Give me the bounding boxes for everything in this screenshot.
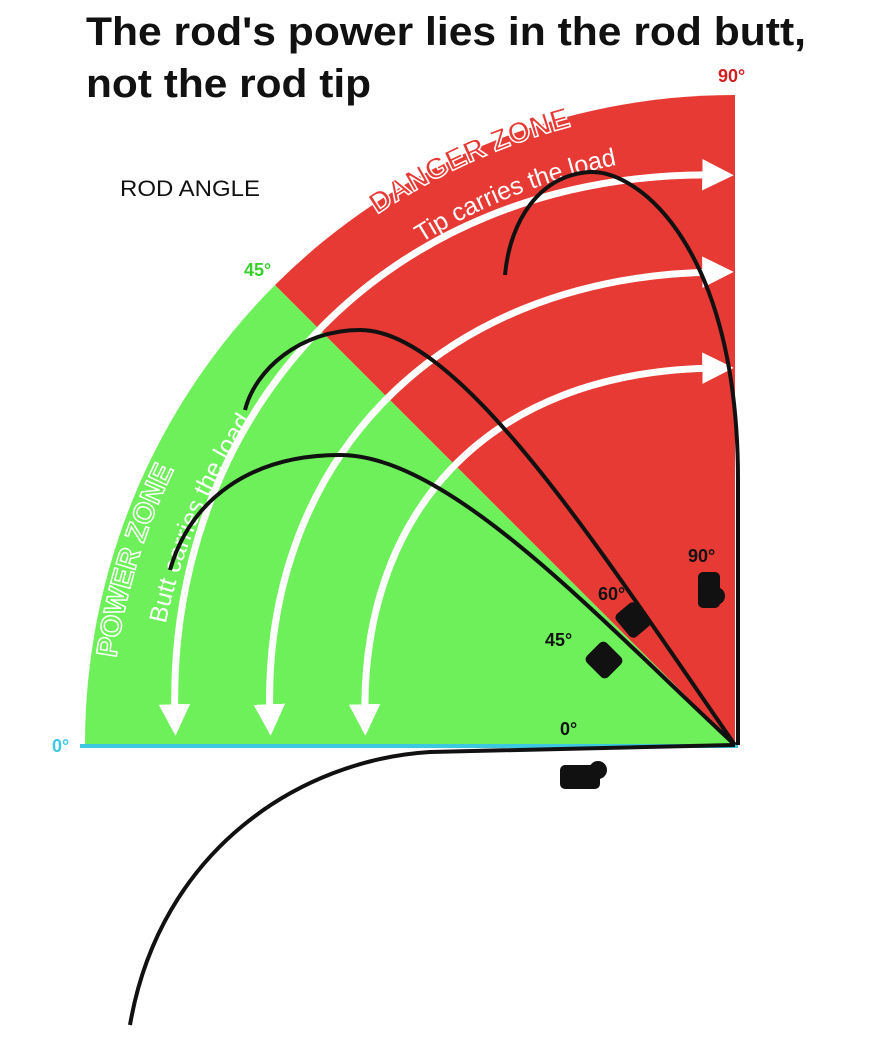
reels	[560, 572, 725, 789]
load-arrows	[158, 159, 734, 736]
title-line: not the rod tip	[86, 62, 371, 106]
rods	[128, 169, 740, 1026]
title-line: The rod's power lies in the rod butt,	[86, 10, 806, 54]
rod-angle: 0°	[560, 719, 577, 739]
angle-label: 90°	[718, 66, 745, 86]
rod-angle: 90°	[688, 546, 715, 566]
legend-label: ROD ANGLE	[120, 176, 260, 201]
angle-label: 45°	[244, 260, 271, 280]
rod-angle: 45°	[545, 630, 572, 650]
angle-label: 0°	[52, 736, 69, 756]
rod-angle: 60°	[598, 584, 625, 604]
